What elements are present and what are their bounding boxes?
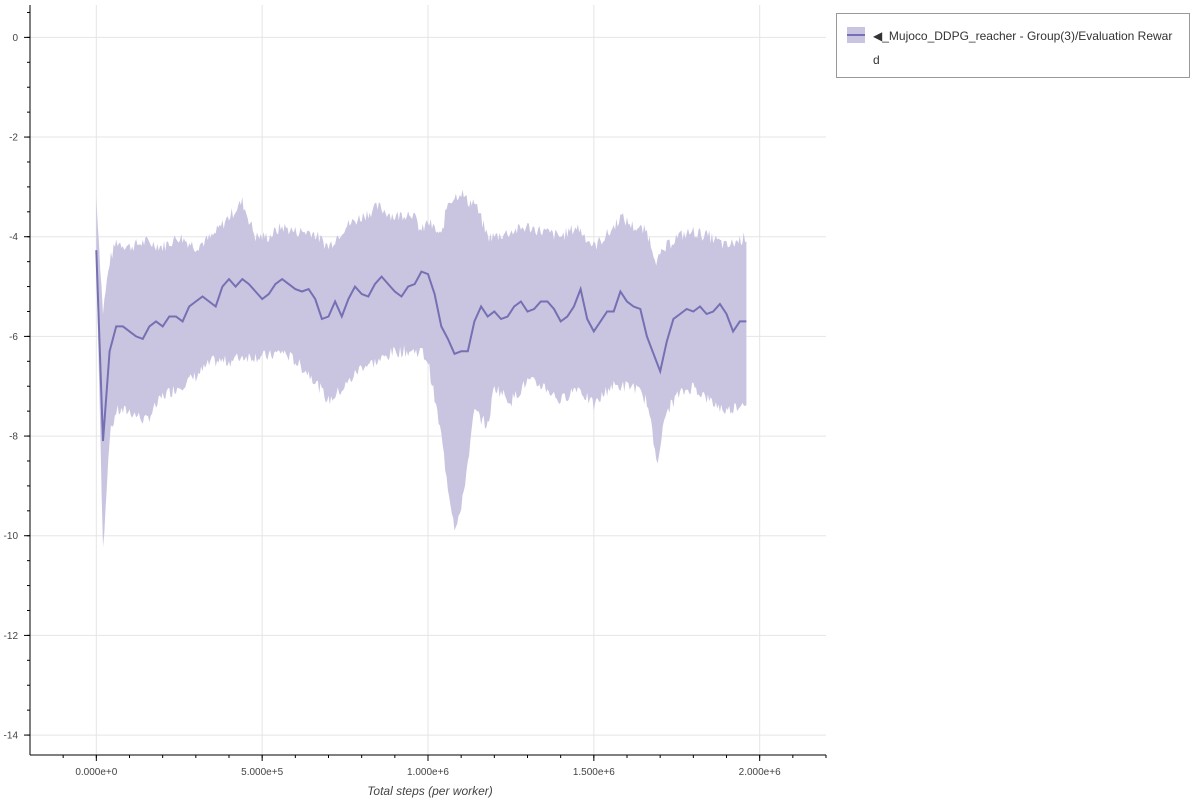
y-tick-label: -14 bbox=[4, 731, 19, 742]
x-axis-ticks: 0.000e+0 5.000e+5 1.000e+6 1.500e+6 2.000e+6 bbox=[75, 755, 781, 778]
x-tick-label: 2.000e+6 bbox=[739, 767, 781, 778]
y-axis-ticks: 0 -2 -4 -6 -8 -10 -12 -14 bbox=[4, 33, 30, 742]
grid bbox=[30, 5, 826, 755]
x-tick-label: 1.500e+6 bbox=[573, 767, 615, 778]
legend-swatch-icon bbox=[847, 27, 865, 43]
x-tick-label: 5.000e+5 bbox=[241, 767, 283, 778]
y-tick-label: -10 bbox=[4, 531, 19, 542]
y-tick-label: -12 bbox=[4, 631, 19, 642]
x-tick-label: 0.000e+0 bbox=[75, 767, 117, 778]
x-axis-label: Total steps (per worker) bbox=[367, 784, 493, 798]
y-tick-label: -8 bbox=[9, 432, 18, 443]
y-tick-label: 0 bbox=[12, 33, 18, 44]
y-tick-label: -6 bbox=[9, 332, 18, 343]
x-tick-label: 1.000e+6 bbox=[407, 767, 449, 778]
legend: ◀_Mujoco_DDPG_reacher - Group(3)/Evaluat… bbox=[836, 13, 1190, 78]
y-tick-label: -4 bbox=[9, 232, 18, 243]
legend-entry[interactable]: ◀_Mujoco_DDPG_reacher - Group(3)/Evaluat… bbox=[873, 29, 1173, 67]
confidence-band bbox=[96, 189, 747, 548]
mean-line bbox=[95, 250, 747, 442]
y-tick-label: -2 bbox=[9, 133, 18, 144]
